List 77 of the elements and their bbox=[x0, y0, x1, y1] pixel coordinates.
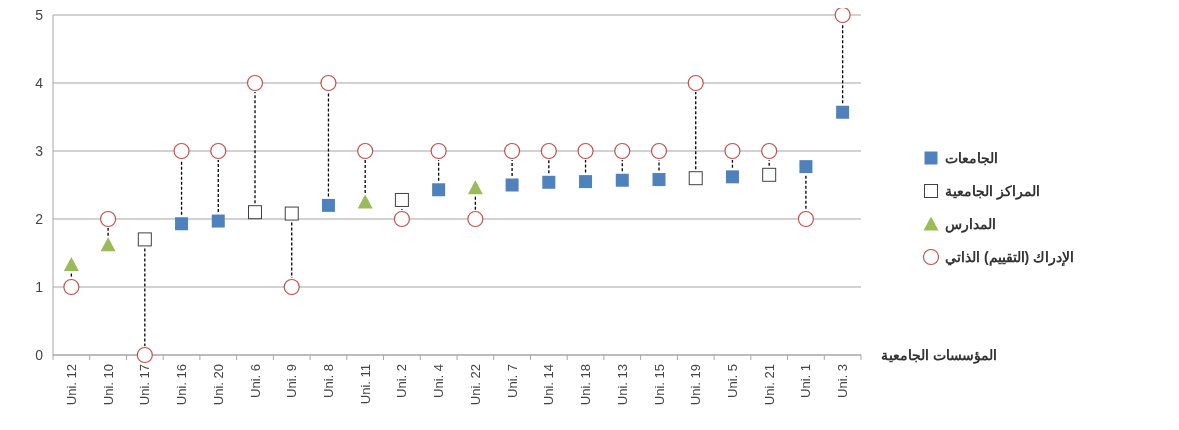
x-tick-label: Uni. 5 bbox=[725, 364, 740, 398]
point bbox=[357, 194, 373, 209]
point bbox=[467, 210, 484, 228]
x-tick-label: Uni. 9 bbox=[284, 364, 300, 398]
point bbox=[137, 232, 152, 247]
point bbox=[687, 74, 704, 92]
point bbox=[834, 8, 851, 24]
x-tick-label: Uni. 15 bbox=[651, 364, 667, 406]
x-tick-label: Uni. 10 bbox=[100, 364, 116, 406]
point bbox=[614, 142, 631, 160]
x-tick-label: Uni. 8 bbox=[321, 364, 336, 398]
point bbox=[615, 173, 629, 187]
point bbox=[99, 210, 117, 228]
point bbox=[246, 74, 264, 92]
point bbox=[63, 257, 79, 272]
point bbox=[393, 210, 411, 228]
x-tick-label: Uni. 3 bbox=[835, 364, 851, 398]
x-axis-title: المؤسسات الجامعية bbox=[881, 346, 997, 364]
point bbox=[357, 142, 374, 160]
point bbox=[320, 74, 337, 92]
point bbox=[724, 142, 741, 160]
point bbox=[430, 142, 447, 160]
x-tick-label: Uni. 19 bbox=[688, 364, 704, 406]
point bbox=[762, 167, 777, 182]
point bbox=[432, 183, 446, 197]
point bbox=[284, 206, 299, 221]
x-tick-label: Uni. 22 bbox=[467, 364, 483, 406]
point bbox=[211, 214, 225, 228]
point bbox=[505, 178, 519, 192]
point bbox=[688, 171, 703, 186]
x-tick-label: Uni. 2 bbox=[394, 364, 410, 398]
point bbox=[503, 142, 521, 160]
y-tick-label: 5 bbox=[35, 6, 44, 23]
point bbox=[761, 142, 778, 160]
point bbox=[136, 346, 153, 364]
point bbox=[577, 142, 594, 160]
point bbox=[797, 210, 815, 228]
legend-label: الجامعات bbox=[945, 149, 998, 166]
point bbox=[836, 105, 850, 119]
x-tick-label: Uni. 4 bbox=[431, 364, 447, 398]
x-tick-label: Uni. 7 bbox=[504, 364, 520, 398]
x-tick-label: Uni. 12 bbox=[63, 364, 79, 406]
x-tick-label: Uni. 1 bbox=[798, 364, 814, 398]
x-tick-label: Uni. 14 bbox=[541, 364, 557, 406]
y-tick-label: 0 bbox=[35, 346, 44, 363]
point bbox=[283, 278, 300, 296]
legend-label: المراكز الجامعية bbox=[945, 182, 1040, 200]
y-tick-label: 3 bbox=[35, 142, 44, 159]
point bbox=[579, 175, 593, 189]
legend-label: الإدراك (التقييم) الذاتي bbox=[945, 248, 1075, 267]
point bbox=[321, 198, 335, 212]
x-tick-label: Uni. 11 bbox=[357, 364, 373, 405]
point bbox=[542, 175, 556, 189]
point bbox=[100, 237, 116, 252]
y-tick-label: 2 bbox=[35, 210, 44, 227]
point bbox=[175, 217, 189, 231]
point bbox=[210, 142, 227, 160]
x-tick-label: Uni. 21 bbox=[761, 364, 777, 406]
y-tick-label: 4 bbox=[35, 74, 44, 91]
point bbox=[63, 278, 80, 296]
point bbox=[394, 192, 409, 207]
x-tick-label: Uni. 6 bbox=[247, 364, 263, 398]
point bbox=[652, 173, 666, 187]
x-tick-label: Uni. 18 bbox=[578, 364, 594, 406]
point bbox=[540, 142, 557, 160]
point bbox=[467, 180, 483, 195]
point bbox=[650, 142, 668, 160]
x-tick-label: Uni. 17 bbox=[137, 364, 153, 406]
x-tick-label: Uni. 16 bbox=[174, 364, 190, 406]
point bbox=[725, 170, 739, 184]
point bbox=[173, 142, 190, 160]
legend-label: المدارس bbox=[945, 215, 996, 233]
y-tick-label: 1 bbox=[35, 278, 44, 295]
x-tick-label: Uni. 20 bbox=[210, 364, 226, 406]
point bbox=[248, 205, 262, 220]
x-tick-label: Uni. 13 bbox=[614, 364, 630, 406]
point bbox=[799, 160, 813, 174]
